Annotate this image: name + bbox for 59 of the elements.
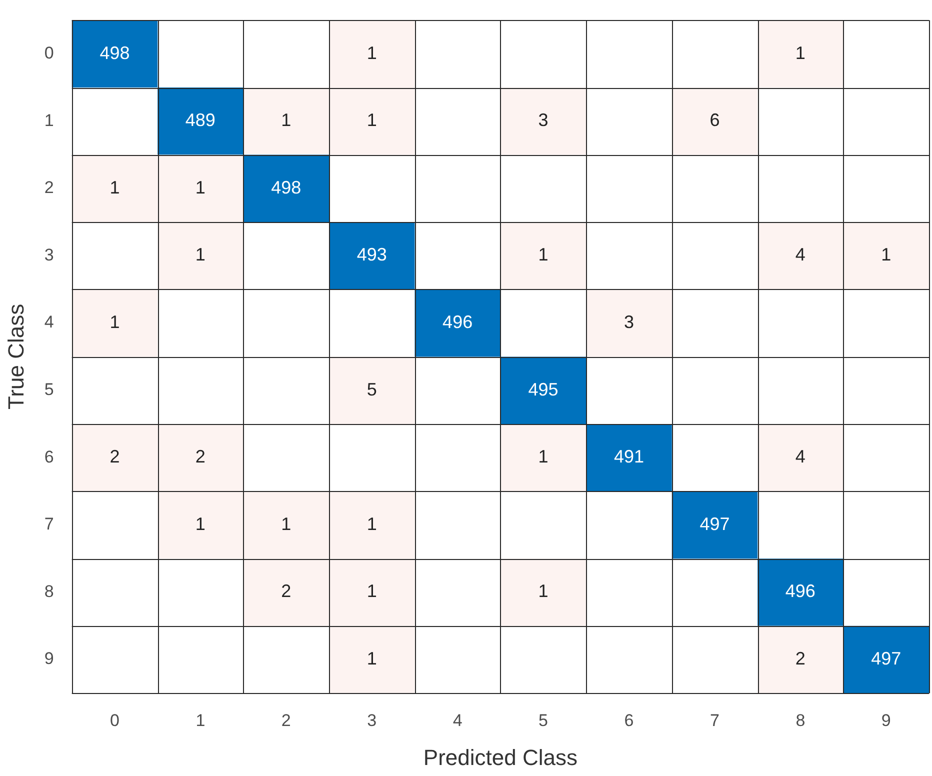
data-label: 1	[366, 648, 377, 669]
y-axis-title: True Class	[3, 304, 28, 410]
y-tick-label: 2	[44, 178, 54, 198]
data-label: 1	[195, 177, 206, 198]
data-label: 496	[442, 312, 473, 332]
data-label: 1	[366, 581, 377, 602]
x-tick-label: 6	[624, 711, 634, 730]
x-tick-label: 8	[796, 711, 806, 730]
y-tick-label: 4	[44, 312, 54, 332]
data-label: 1	[366, 42, 377, 63]
x-tick-label: 5	[538, 711, 548, 730]
data-label: 498	[100, 42, 130, 63]
data-label: 1	[110, 177, 120, 198]
x-axis-title: Predicted Class	[423, 744, 578, 770]
data-label: 496	[785, 581, 816, 602]
data-label: 2	[195, 446, 206, 467]
data-label: 5	[366, 379, 377, 400]
x-tick-label: 9	[881, 711, 891, 730]
data-label: 493	[356, 244, 387, 265]
data-label: 2	[110, 446, 120, 467]
x-tick-label: 2	[281, 711, 291, 730]
x-tick-label: 4	[452, 711, 462, 730]
data-label: 3	[538, 110, 548, 130]
data-label: 2	[281, 581, 292, 602]
data-label: 3	[624, 312, 634, 332]
data-label: 1	[195, 244, 206, 265]
y-tick-label: 6	[44, 447, 54, 466]
data-label: 4	[795, 244, 806, 265]
data-label: 1	[795, 42, 806, 63]
data-label: 1	[538, 581, 548, 602]
data-label: 4	[795, 446, 806, 467]
x-tick-label: 0	[110, 711, 120, 730]
x-tick-label: 7	[710, 711, 720, 730]
data-label: 498	[271, 177, 302, 198]
y-tick-label: 5	[44, 380, 54, 400]
x-tick-label: 3	[367, 711, 377, 730]
data-label: 1	[538, 244, 548, 265]
data-label: 497	[871, 648, 902, 669]
y-tick-label: 9	[44, 649, 54, 668]
x-tick-label: 1	[196, 711, 206, 730]
data-label: 1	[366, 514, 377, 534]
y-tick-label: 8	[44, 582, 54, 601]
data-label: 1	[110, 312, 120, 332]
data-label: 6	[710, 110, 720, 130]
y-tick-label: 1	[44, 110, 54, 130]
data-label: 1	[366, 110, 377, 130]
data-label: 1	[195, 514, 206, 534]
data-label: 2	[795, 648, 806, 669]
data-label: 1	[881, 244, 892, 265]
data-label: 489	[185, 110, 216, 130]
data-label: 1	[281, 110, 292, 130]
data-label: 1	[281, 514, 292, 534]
data-label: 491	[614, 446, 644, 467]
data-label: 495	[528, 379, 558, 400]
data-label: 497	[700, 514, 730, 534]
data-label: 1	[538, 446, 548, 467]
y-tick-label: 7	[44, 514, 54, 534]
y-tick-label: 0	[44, 44, 54, 63]
y-tick-label: 3	[44, 245, 54, 264]
